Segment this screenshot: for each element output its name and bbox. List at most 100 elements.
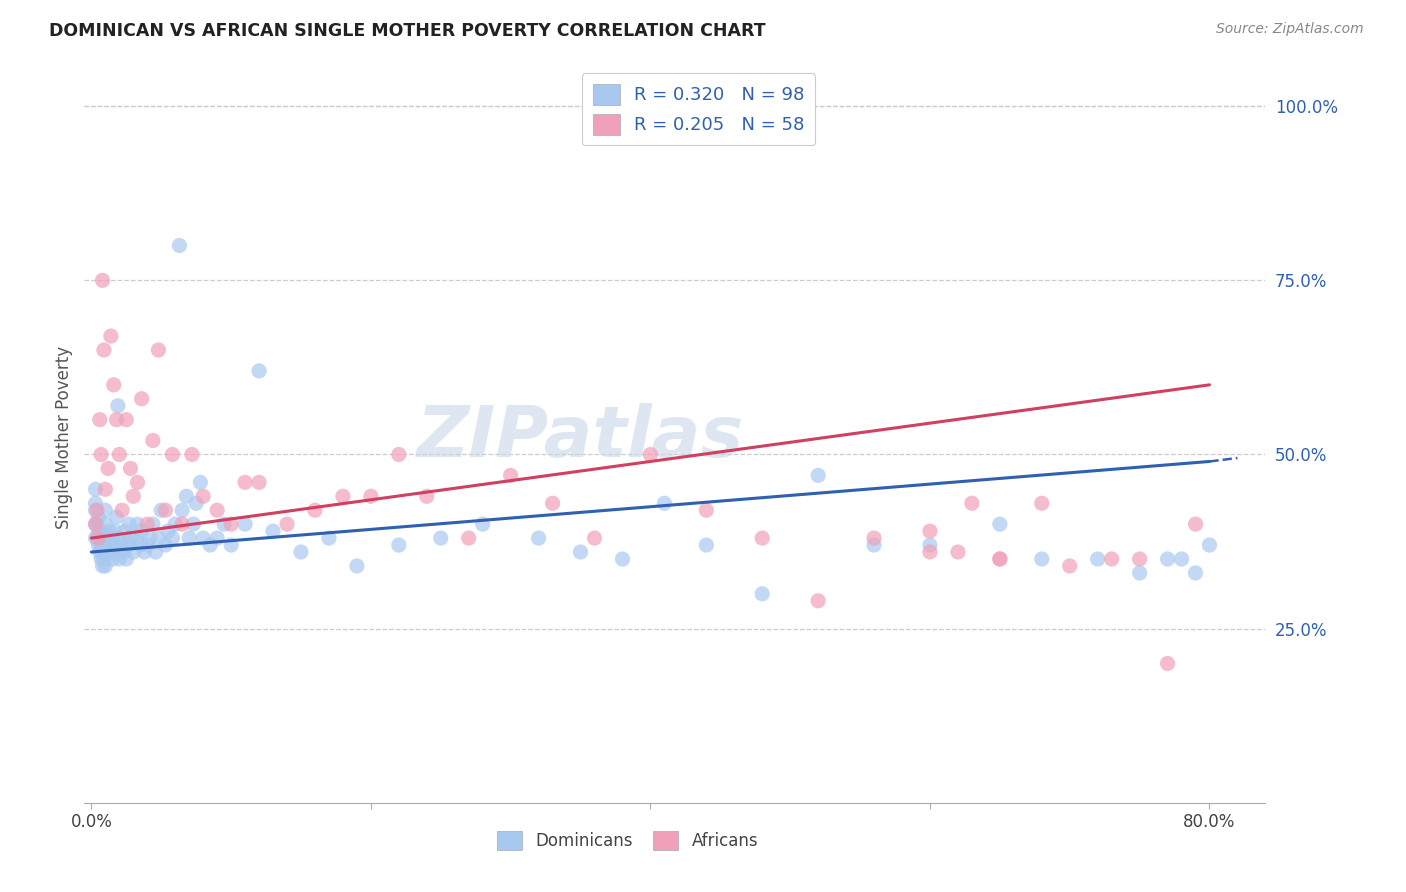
Point <box>87 510 110 524</box>
Point <box>247 364 270 378</box>
Point <box>84 483 107 497</box>
Point <box>1170 552 1192 566</box>
Point <box>129 538 152 552</box>
Point <box>695 538 717 552</box>
Point <box>276 517 298 532</box>
Point <box>918 538 941 552</box>
Point <box>1129 566 1152 580</box>
Point <box>1184 517 1206 532</box>
Point <box>107 399 129 413</box>
Point <box>162 448 184 462</box>
Point <box>695 503 717 517</box>
Point <box>94 545 117 559</box>
Point <box>191 531 214 545</box>
Point <box>127 517 149 532</box>
Point <box>120 461 142 475</box>
Point <box>148 343 170 357</box>
Point <box>104 524 127 538</box>
Point <box>131 392 153 406</box>
Point <box>86 531 108 545</box>
Point <box>1198 538 1220 552</box>
Point <box>120 531 142 545</box>
Point <box>1184 566 1206 580</box>
Point <box>112 545 135 559</box>
Point <box>142 434 165 448</box>
Point <box>125 531 148 545</box>
Point <box>89 531 111 545</box>
Point <box>527 531 550 545</box>
Point <box>751 587 773 601</box>
Point <box>145 545 167 559</box>
Point <box>101 531 124 545</box>
Point <box>360 489 382 503</box>
Point <box>416 489 439 503</box>
Point <box>150 503 173 517</box>
Point <box>127 475 149 490</box>
Point <box>94 517 117 532</box>
Point <box>318 531 340 545</box>
Point <box>346 558 368 573</box>
Point <box>1031 496 1053 510</box>
Point <box>863 531 886 545</box>
Point <box>1087 552 1109 566</box>
Point <box>541 496 564 510</box>
Point <box>471 517 494 532</box>
Point <box>118 517 141 532</box>
Point <box>181 448 204 462</box>
Point <box>148 531 170 545</box>
Point <box>86 503 108 517</box>
Point <box>183 517 205 532</box>
Point <box>84 517 107 532</box>
Point <box>569 545 592 559</box>
Point <box>1101 552 1123 566</box>
Point <box>807 594 830 608</box>
Point <box>654 496 676 510</box>
Point <box>89 545 111 559</box>
Text: DOMINICAN VS AFRICAN SINGLE MOTHER POVERTY CORRELATION CHART: DOMINICAN VS AFRICAN SINGLE MOTHER POVER… <box>49 22 766 40</box>
Point <box>100 545 122 559</box>
Point <box>103 538 125 552</box>
Point <box>247 475 270 490</box>
Point <box>219 538 242 552</box>
Point <box>94 558 117 573</box>
Point <box>122 545 145 559</box>
Legend: Dominicans, Africans: Dominicans, Africans <box>491 824 765 856</box>
Point <box>136 538 159 552</box>
Point <box>640 448 662 462</box>
Point <box>179 531 201 545</box>
Point <box>499 468 522 483</box>
Point <box>172 503 194 517</box>
Point <box>97 461 120 475</box>
Point <box>97 538 120 552</box>
Text: ZIPatlas: ZIPatlas <box>416 402 744 472</box>
Point <box>134 545 156 559</box>
Point <box>155 538 177 552</box>
Point <box>90 448 112 462</box>
Point <box>103 377 125 392</box>
Y-axis label: Single Mother Poverty: Single Mother Poverty <box>55 345 73 529</box>
Point <box>105 510 128 524</box>
Point <box>91 531 114 545</box>
Point <box>115 412 138 426</box>
Point <box>863 538 886 552</box>
Point <box>212 517 235 532</box>
Point <box>205 531 228 545</box>
Point <box>87 531 110 545</box>
Point <box>205 503 228 517</box>
Point <box>84 517 107 532</box>
Point <box>93 538 115 552</box>
Point <box>918 545 941 559</box>
Point <box>111 503 134 517</box>
Point <box>114 524 136 538</box>
Point <box>332 489 354 503</box>
Point <box>1059 558 1081 573</box>
Point <box>131 524 153 538</box>
Point <box>233 475 256 490</box>
Point <box>111 538 134 552</box>
Point <box>219 517 242 532</box>
Point <box>105 545 128 559</box>
Point <box>157 524 180 538</box>
Point <box>90 524 112 538</box>
Point <box>165 517 187 532</box>
Point <box>751 531 773 545</box>
